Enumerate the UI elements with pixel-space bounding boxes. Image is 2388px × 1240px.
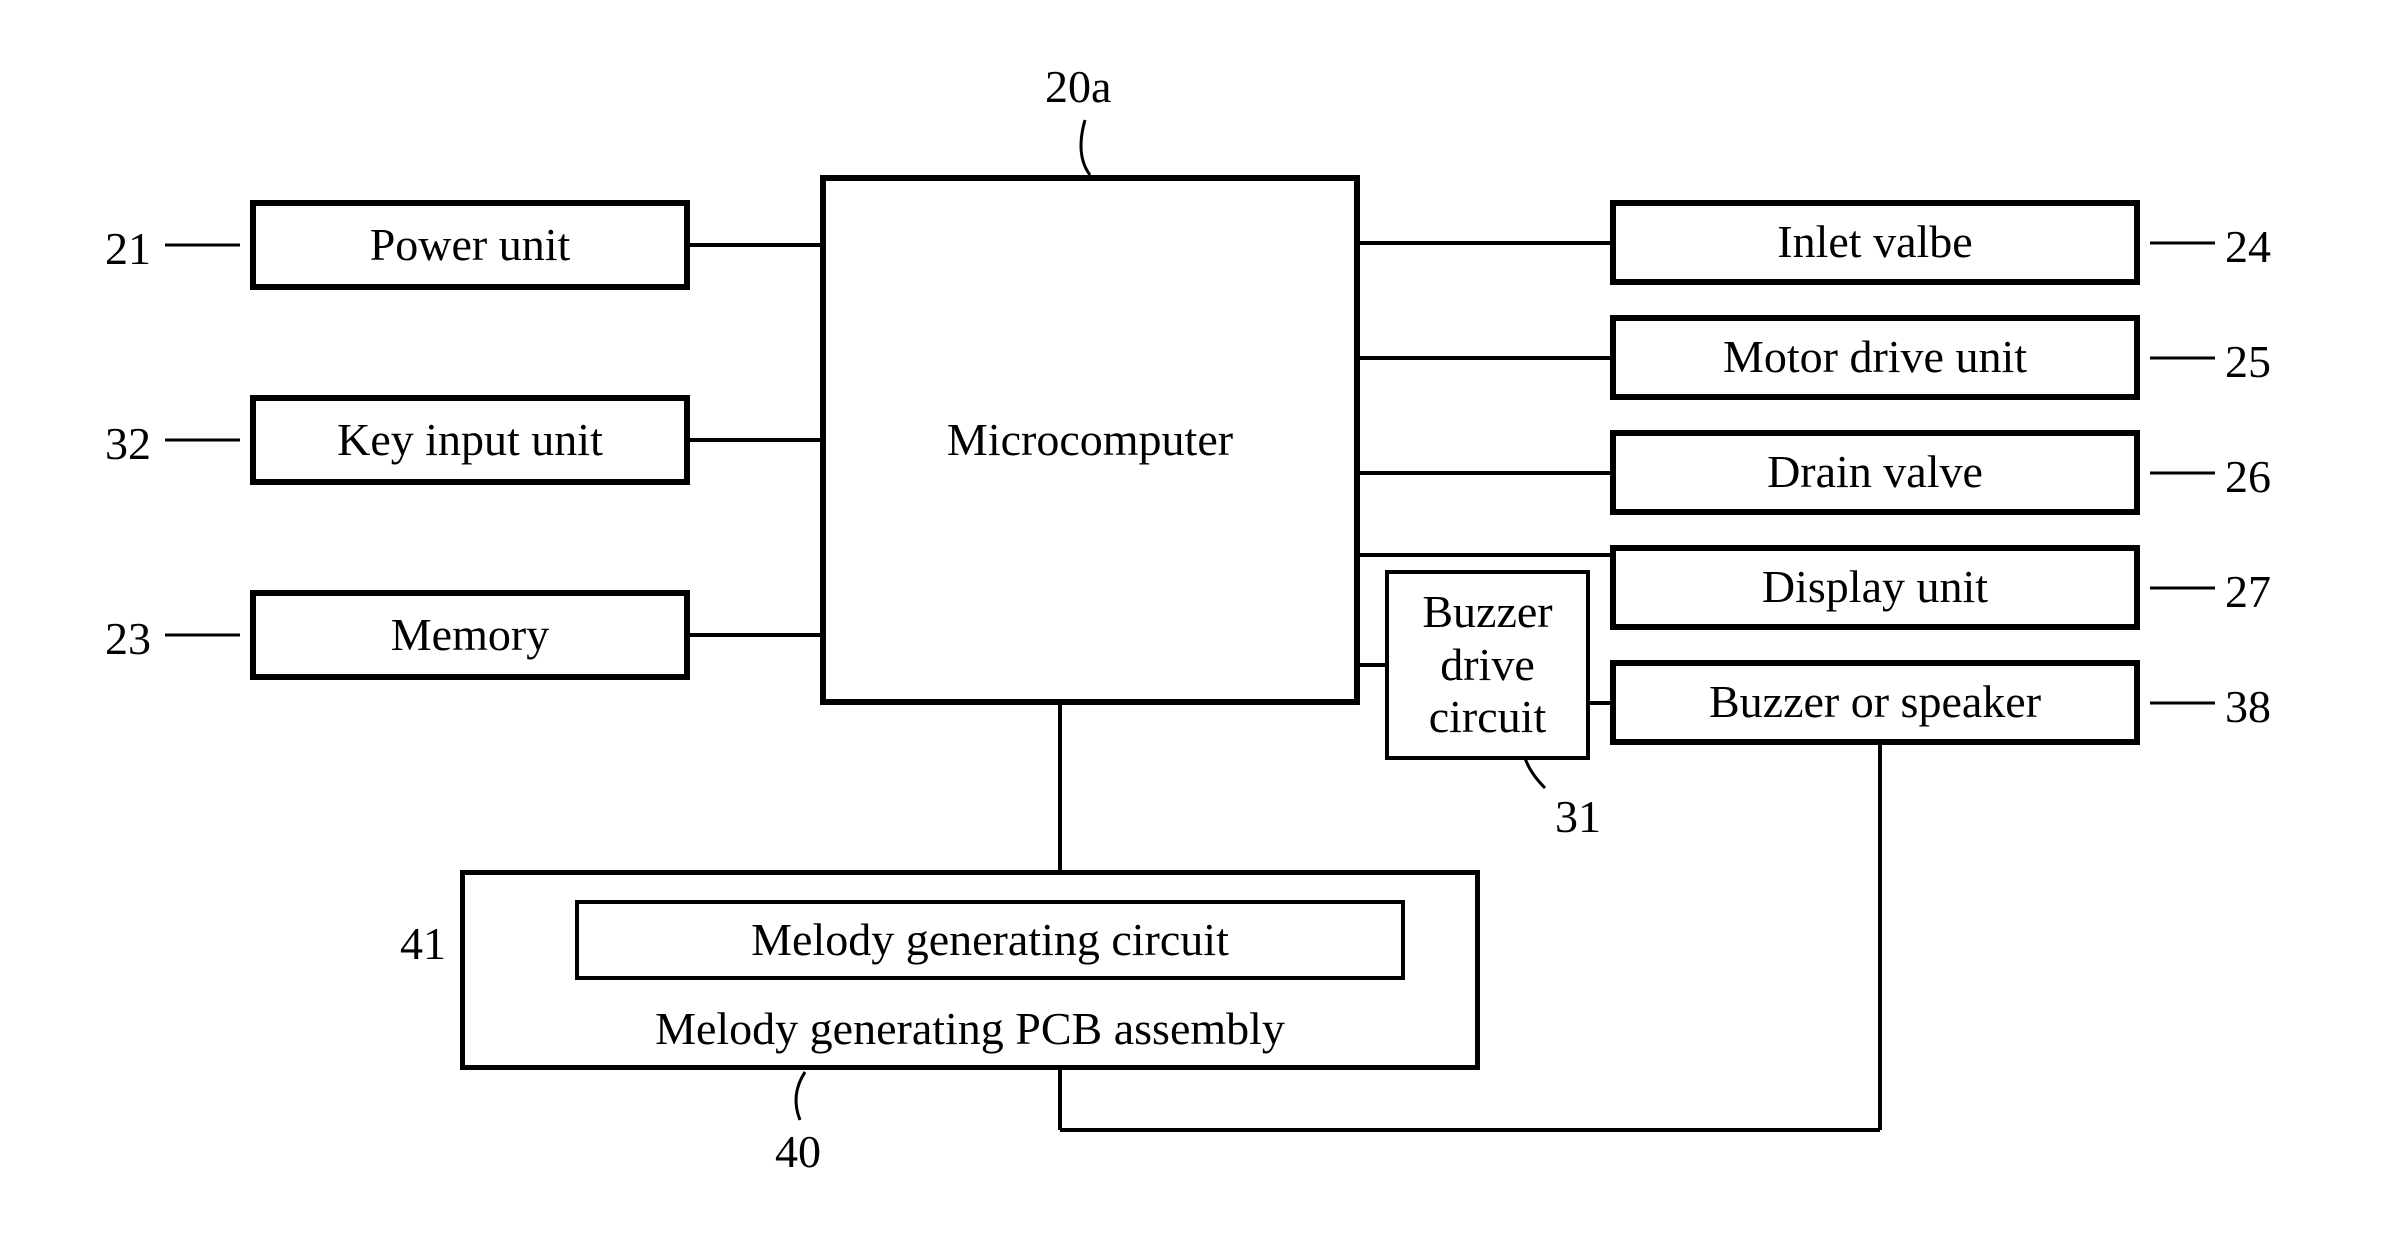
block-motor-drive-unit: Motor drive unit (1610, 315, 2140, 400)
block-label: Power unit (370, 219, 571, 272)
ref-label-41: 41 (400, 917, 446, 970)
block-display-unit: Display unit (1610, 545, 2140, 630)
block-label: Buzzerdrivecircuit (1422, 586, 1552, 745)
ref-label-23: 23 (105, 612, 151, 665)
block-label: Display unit (1762, 561, 1988, 614)
block-label: Key input unit (337, 414, 603, 467)
ref-label-40: 40 (775, 1125, 821, 1178)
block-inlet-valve: Inlet valbe (1610, 200, 2140, 285)
block-label: Melody generating circuit (751, 914, 1229, 967)
block-key-input-unit: Key input unit (250, 395, 690, 485)
ref-label-20a: 20a (1045, 60, 1111, 113)
block-melody-circuit: Melody generating circuit (575, 900, 1405, 980)
ref-label-26: 26 (2225, 450, 2271, 503)
diagram-canvas: Power unit 21 Key input unit 32 Memory 23 Micr… (0, 0, 2388, 1240)
block-label: Inlet valbe (1777, 216, 1972, 269)
ref-label-24: 24 (2225, 220, 2271, 273)
leader-curve (1525, 758, 1545, 788)
block-memory: Memory (250, 590, 690, 680)
block-drain-valve: Drain valve (1610, 430, 2140, 515)
block-label: Motor drive unit (1723, 331, 2027, 384)
ref-label-25: 25 (2225, 335, 2271, 388)
block-buzzer-speaker: Buzzer or speaker (1610, 660, 2140, 745)
block-label: Microcomputer (947, 414, 1233, 467)
block-label: Memory (391, 609, 549, 662)
block-buzzer-drive: Buzzerdrivecircuit (1385, 570, 1590, 760)
block-power-unit: Power unit (250, 200, 690, 290)
block-label: Buzzer or speaker (1709, 676, 2041, 729)
block-microcomputer: Microcomputer (820, 175, 1360, 705)
block-label: Melody generating PCB assembly (655, 1003, 1285, 1056)
ref-label-31: 31 (1555, 790, 1601, 843)
ref-label-32: 32 (105, 417, 151, 470)
ref-label-21: 21 (105, 222, 151, 275)
ref-label-27: 27 (2225, 565, 2271, 618)
ref-label-38: 38 (2225, 680, 2271, 733)
leader-curve (796, 1072, 805, 1120)
block-label: Drain valve (1767, 446, 1983, 499)
leader-curve (1081, 120, 1090, 175)
